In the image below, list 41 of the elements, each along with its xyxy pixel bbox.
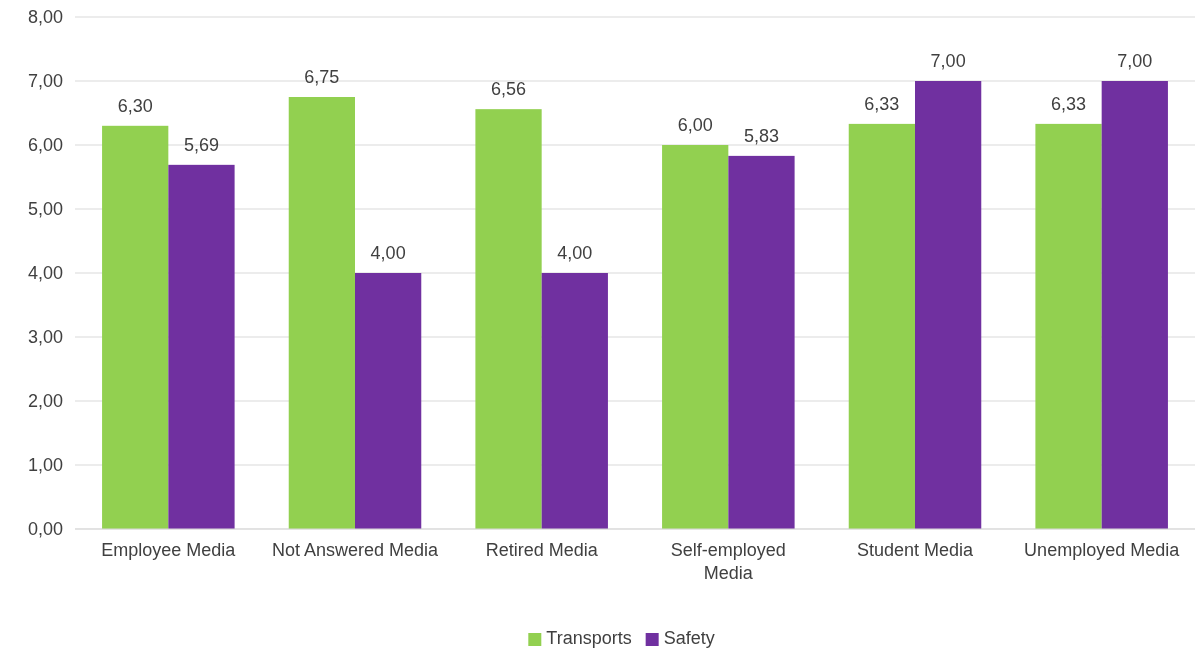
x-tick-label: Self-employed Media xyxy=(670,539,786,584)
y-tick-label: 4,00 xyxy=(27,263,63,284)
x-tick-label: Retired Media xyxy=(485,539,599,560)
data-label: 6,33 xyxy=(864,93,900,114)
y-tick-label: 1,00 xyxy=(27,455,63,476)
data-label: 7,00 xyxy=(1117,51,1153,71)
data-label: 4,00 xyxy=(557,243,593,263)
y-tick-label: 2,00 xyxy=(27,391,63,412)
bar xyxy=(288,97,355,529)
legend-label: Safety xyxy=(663,628,715,648)
y-tick-label: 7,00 xyxy=(27,71,63,92)
legend-label: Transports xyxy=(546,628,632,648)
x-tick-label: Employee Media xyxy=(101,539,237,560)
x-tick-label: Unemployed Media xyxy=(1024,539,1181,560)
data-label: 5,69 xyxy=(183,134,219,155)
bar xyxy=(475,109,542,529)
data-label: 6,75 xyxy=(304,67,340,87)
y-tick-label: 5,00 xyxy=(27,199,63,220)
data-label: 6,30 xyxy=(117,95,153,116)
x-tick-label: Student Media xyxy=(856,539,975,560)
data-label: 6,00 xyxy=(677,115,713,135)
bar xyxy=(728,155,795,529)
data-label: 4,00 xyxy=(370,243,406,263)
bar xyxy=(915,81,982,529)
y-tick-label: 3,00 xyxy=(27,327,63,348)
bar xyxy=(541,273,608,529)
bar xyxy=(662,145,729,529)
y-tick-label: 8,00 xyxy=(27,7,63,28)
data-label: 6,56 xyxy=(491,79,527,100)
x-tick-label: Not Answered Media xyxy=(271,539,440,560)
data-label: 6,33 xyxy=(1051,93,1087,114)
data-label: 5,83 xyxy=(743,125,779,146)
y-tick-label: 6,00 xyxy=(27,135,63,156)
data-label: 7,00 xyxy=(930,51,966,71)
bar xyxy=(1101,81,1168,529)
bar xyxy=(355,273,422,529)
y-tick-label: 0,00 xyxy=(27,519,63,540)
bar xyxy=(1035,123,1102,529)
bar xyxy=(102,125,169,529)
bar xyxy=(848,123,915,529)
bar xyxy=(168,164,235,529)
